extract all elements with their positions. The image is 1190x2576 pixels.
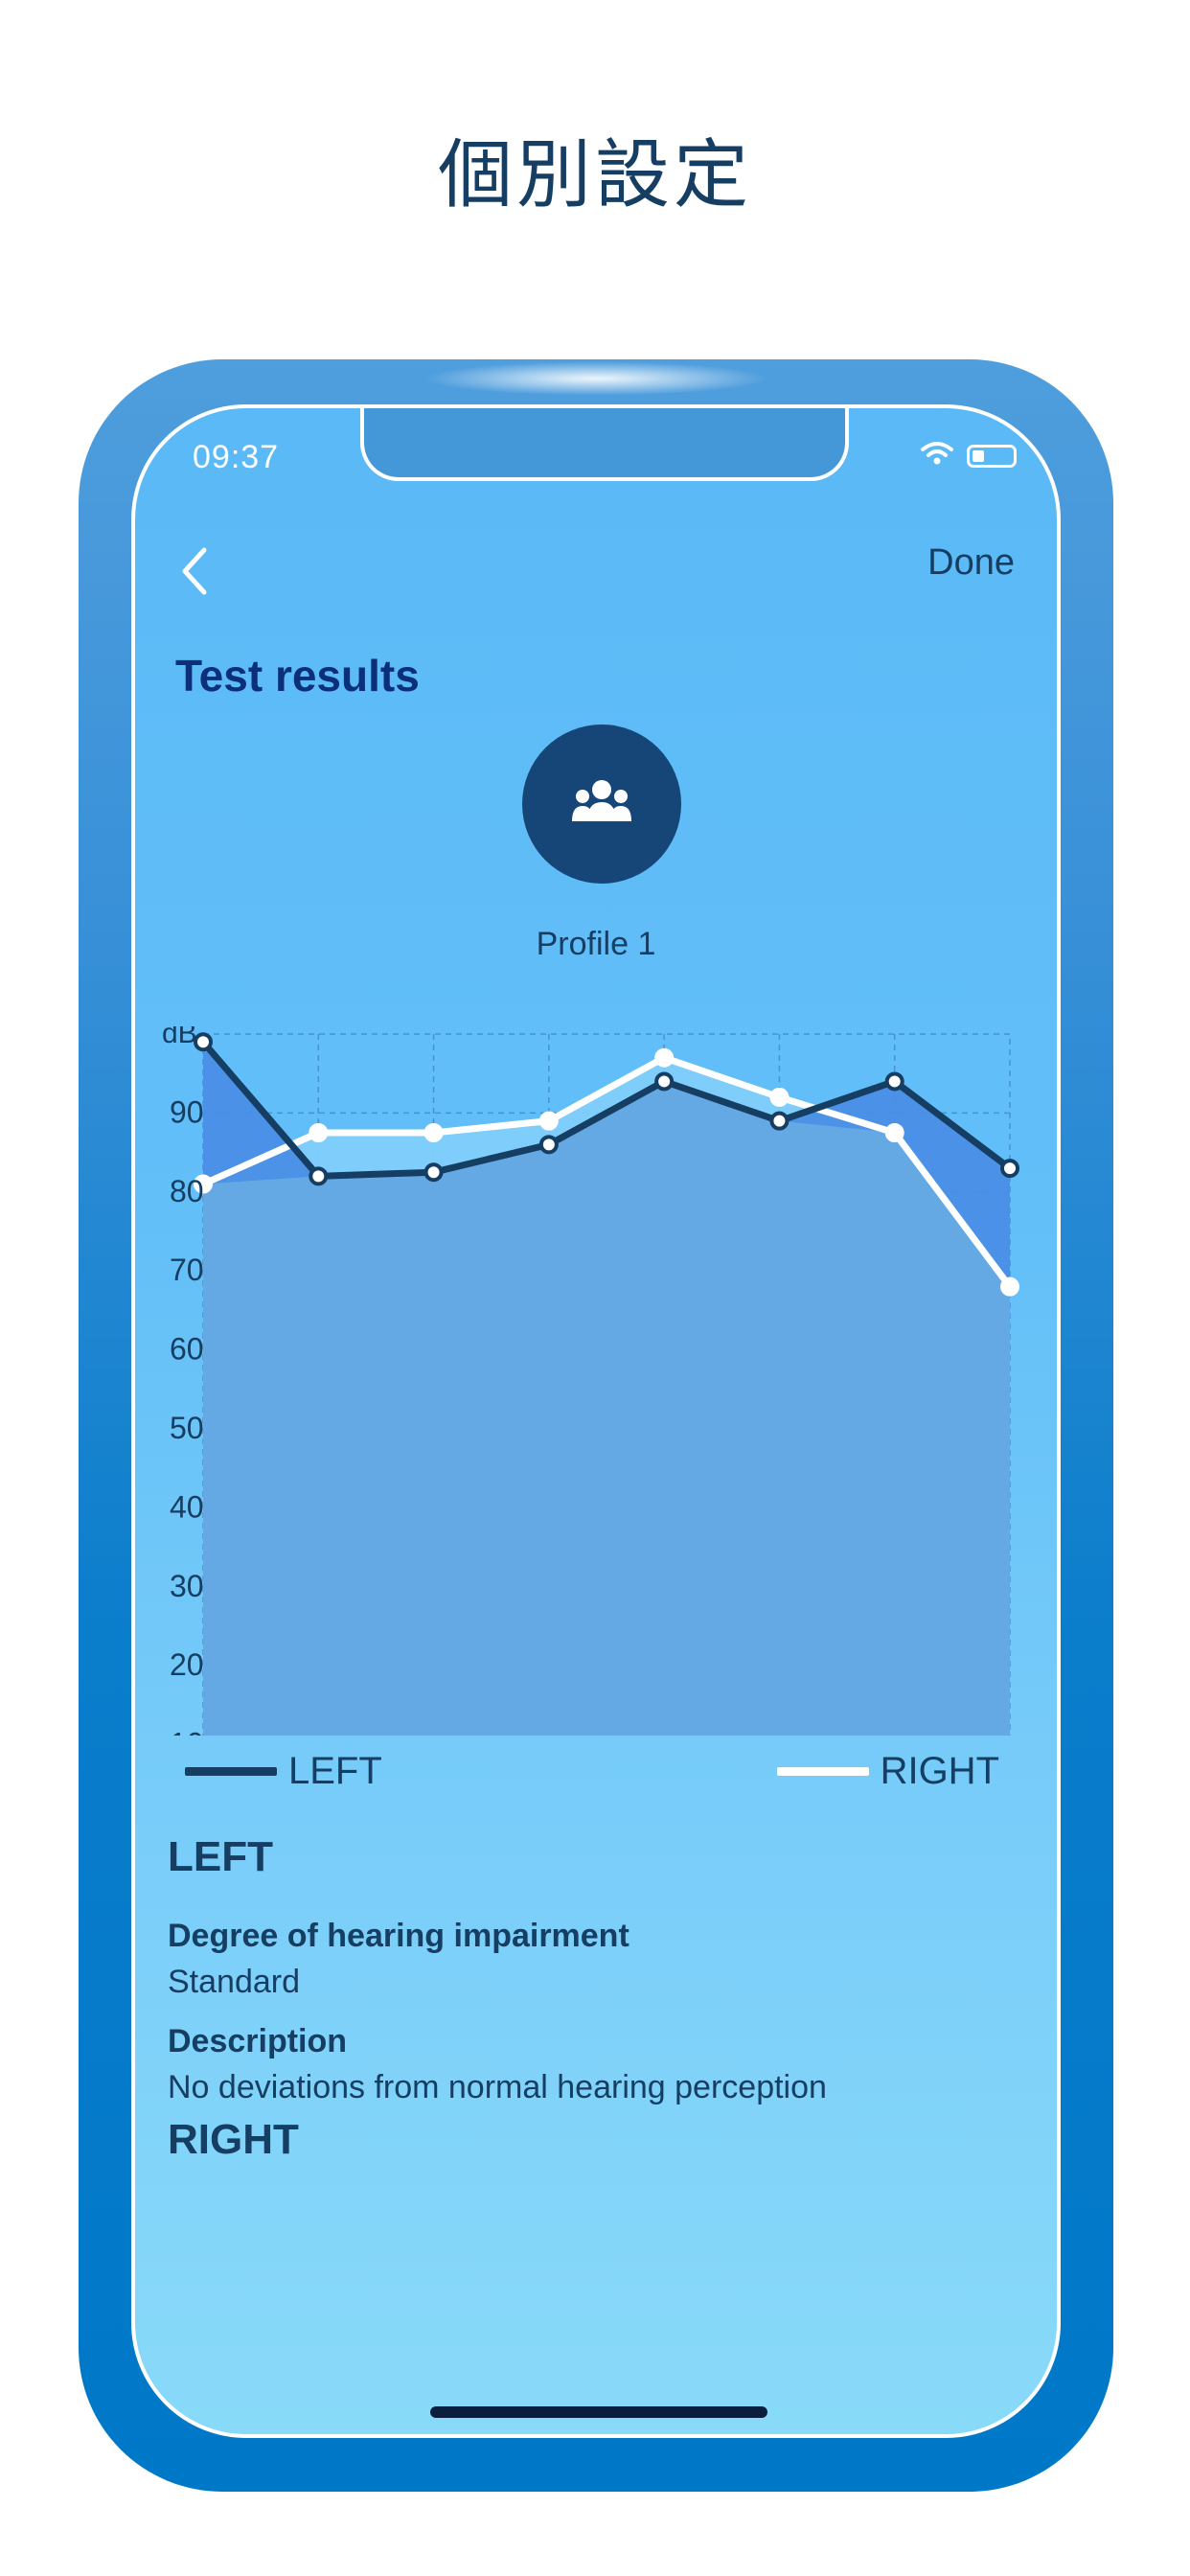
- page-title: Test results: [175, 651, 420, 701]
- left-series-point: [884, 1071, 904, 1092]
- right-series-point: [423, 1123, 444, 1142]
- wifi-icon: [921, 441, 953, 471]
- right-series-point: [654, 1047, 675, 1068]
- degree-value: Standard: [168, 1964, 300, 2000]
- legend-right: RIGHT: [776, 1750, 999, 1793]
- chevron-left-icon: [182, 547, 207, 595]
- right-series-line: [201, 1054, 1013, 1289]
- left-section-heading: LEFT: [168, 1833, 273, 1880]
- y-tick-label: 30: [170, 1569, 204, 1603]
- left-series-point: [654, 1071, 675, 1092]
- left-series-point: [538, 1135, 559, 1155]
- y-tick-label: 70: [170, 1253, 204, 1287]
- app-screen: 09:37 Done Test results: [131, 404, 1061, 2438]
- description-label: Description: [168, 2023, 348, 2059]
- y-tick-label: 50: [170, 1411, 204, 1445]
- home-indicator[interactable]: [430, 2406, 767, 2418]
- status-icons: [921, 441, 1017, 471]
- y-tick-label: 10: [170, 1727, 204, 1736]
- y-tick-label: 60: [170, 1332, 204, 1367]
- battery-icon: [967, 444, 1017, 468]
- battery-level: [973, 449, 984, 462]
- legend-right-label: RIGHT: [880, 1750, 999, 1792]
- y-tick-label: 20: [170, 1647, 204, 1682]
- left-series-point: [423, 1162, 444, 1183]
- status-time: 09:37: [193, 439, 280, 475]
- degree-label: Degree of hearing impairment: [168, 1918, 629, 1954]
- left-series-point: [309, 1166, 329, 1186]
- right-series-point: [769, 1087, 790, 1107]
- right-section-heading: RIGHT: [168, 2116, 299, 2163]
- legend-right-swatch: [776, 1767, 869, 1776]
- phone-frame: 09:37 Done Test results: [79, 359, 1113, 2492]
- profile-avatar[interactable]: [522, 724, 681, 884]
- done-button[interactable]: Done: [927, 542, 1015, 583]
- overlap-area: [203, 1081, 1010, 1736]
- frame-glare: [423, 361, 768, 396]
- legend-left-label: LEFT: [288, 1750, 382, 1792]
- notch: [360, 408, 849, 481]
- y-tick-label: 40: [170, 1489, 204, 1524]
- y-tick-label: 90: [170, 1094, 204, 1129]
- profile-name: Profile 1: [536, 926, 656, 962]
- back-button[interactable]: [172, 542, 219, 600]
- left-series-point: [769, 1111, 790, 1131]
- left-series-point: [1000, 1159, 1019, 1179]
- left-series-line: [200, 1039, 1013, 1180]
- legend-left-swatch: [185, 1767, 277, 1776]
- right-series-point: [194, 1174, 213, 1194]
- legend-left: LEFT: [185, 1750, 382, 1793]
- promo-title: 個別設定: [437, 132, 752, 218]
- right-series-point: [884, 1123, 904, 1142]
- audiogram-chart: dB01020304050607080901252505001k2k3k4k8k: [162, 1026, 1019, 1736]
- left-series-point: [194, 1032, 213, 1052]
- group-icon: [572, 780, 631, 821]
- y-tick-label: 80: [170, 1174, 204, 1208]
- y-axis-unit-label: dB: [162, 1026, 197, 1049]
- description-value: No deviations from normal hearing percep…: [168, 2069, 827, 2105]
- right-series-point: [538, 1111, 559, 1131]
- right-series-point: [1000, 1276, 1019, 1297]
- right-series-point: [309, 1123, 329, 1142]
